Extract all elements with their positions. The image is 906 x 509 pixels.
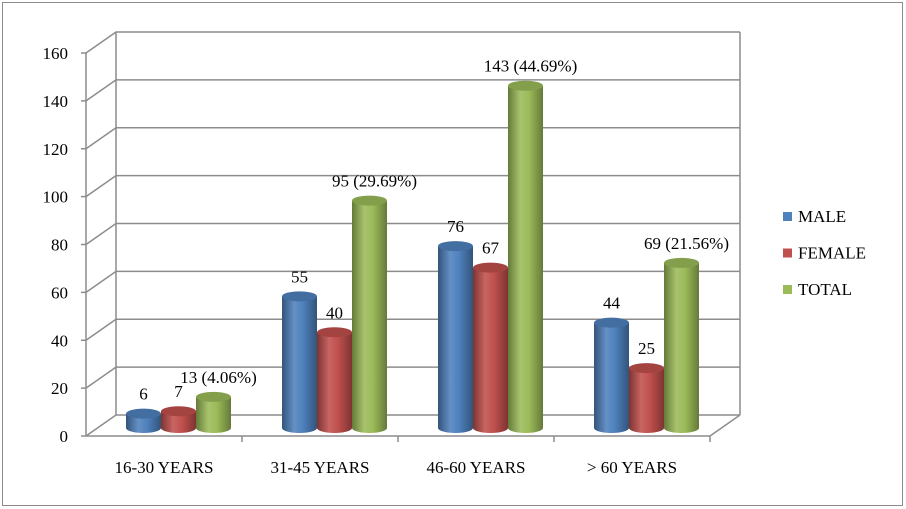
- y-tick-label: 80: [51, 236, 68, 255]
- x-tick-label: 46-60 YEARS: [426, 458, 525, 477]
- bar-male: [282, 291, 317, 433]
- bar-top: [664, 257, 699, 268]
- y-tick-label: 140: [43, 92, 69, 111]
- legend-label: TOTAL: [798, 280, 852, 299]
- bar-body: [594, 322, 629, 433]
- bar-body: [629, 368, 664, 433]
- bar-body: [196, 396, 231, 433]
- data-label: 67: [482, 239, 500, 258]
- bar-total: [664, 257, 699, 433]
- bar-body: [508, 85, 543, 433]
- y-tick-label: 0: [60, 427, 69, 446]
- bar-total: [196, 391, 231, 433]
- bar-top: [282, 291, 317, 302]
- bar-top: [629, 363, 664, 374]
- y-tick-label: 160: [43, 44, 69, 63]
- bar-female: [161, 406, 196, 433]
- data-label: 13 (4.06%): [180, 368, 256, 387]
- legend-label: MALE: [798, 207, 846, 226]
- legend-swatch-total: [783, 285, 792, 294]
- floor-edge: [709, 414, 741, 437]
- bar-total: [352, 195, 387, 433]
- bar-total: [508, 80, 543, 433]
- bar-body: [317, 332, 352, 433]
- legend-label: FEMALE: [798, 244, 866, 263]
- data-label: 7: [174, 382, 183, 401]
- bar-top: [594, 317, 629, 328]
- legend: MALE FEMALE TOTAL: [783, 207, 866, 299]
- data-label: 143 (44.69%): [484, 57, 577, 76]
- bar-male: [438, 241, 473, 433]
- data-label: 95 (29.69%): [332, 172, 417, 191]
- gridline: [85, 270, 740, 293]
- data-label: 6: [139, 385, 148, 404]
- x-tick-label: > 60 YEARS: [587, 458, 677, 477]
- gridline: [85, 79, 740, 102]
- gridline: [85, 127, 740, 150]
- y-tick-label: 20: [51, 379, 68, 398]
- y-tick-label: 60: [51, 283, 68, 302]
- bars: [126, 80, 699, 433]
- y-tick-label: 120: [43, 140, 69, 159]
- data-label: 55: [291, 267, 308, 286]
- bar-top: [438, 241, 473, 252]
- y-tick-label: 100: [43, 188, 69, 207]
- bar-body: [664, 262, 699, 433]
- bar-male: [126, 408, 161, 433]
- legend-swatch-female: [783, 248, 792, 258]
- y-tick-label: 40: [51, 331, 68, 350]
- bar-top: [196, 391, 231, 402]
- bar-body: [352, 200, 387, 433]
- x-tick-label: 31-45 YEARS: [270, 458, 369, 477]
- bar-top: [473, 262, 508, 273]
- bar-female: [473, 262, 508, 433]
- legend-swatch-male: [783, 212, 792, 221]
- bar-body: [438, 246, 473, 433]
- bar-top: [126, 408, 161, 419]
- gridline: [85, 222, 740, 246]
- bar-body: [282, 296, 317, 433]
- data-label: 25: [638, 339, 655, 358]
- bar-female: [629, 363, 664, 433]
- bar-body: [473, 267, 508, 433]
- bar-top: [161, 406, 196, 417]
- axes: 0 20 40 60 80 100 120 140 160 16-30 YEARS 31-45 YE…: [43, 44, 741, 477]
- gridline: [85, 31, 740, 54]
- x-tick-label: 16-30 YEARS: [114, 458, 213, 477]
- bar-top: [317, 327, 352, 338]
- bar-female: [317, 327, 352, 433]
- bar-top: [352, 195, 387, 206]
- data-label: 76: [447, 217, 464, 236]
- bar-top: [508, 80, 543, 91]
- bar-body: [161, 411, 196, 433]
- data-label: 69 (21.56%): [644, 234, 729, 253]
- data-label: 44: [603, 294, 621, 313]
- gridline: [85, 318, 740, 341]
- bar-male: [594, 317, 629, 433]
- data-label: 40: [326, 303, 343, 322]
- bar-body: [126, 413, 161, 433]
